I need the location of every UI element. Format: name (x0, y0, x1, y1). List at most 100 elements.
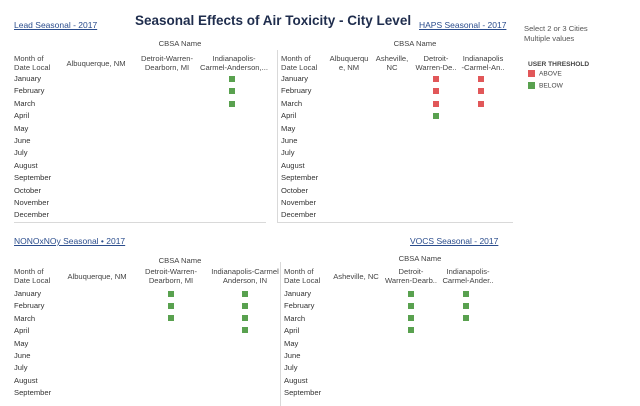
nonox-month-list: January February March April May June Ju… (14, 288, 51, 400)
lead-mark-indy-jan[interactable] (229, 76, 235, 82)
month-label: March (14, 98, 36, 108)
nonox-mark-detroit-feb[interactable] (168, 303, 174, 309)
lead-city-albuquerque: Albuquerque, NM (66, 59, 126, 68)
month-label: July (284, 363, 298, 373)
legend-item-below[interactable]: BELOW (528, 82, 563, 89)
nonox-mark-indy-jan[interactable] (242, 291, 248, 297)
nonox-mark-indy-mar[interactable] (242, 315, 248, 321)
month-label: July (281, 148, 295, 158)
month-label: July (14, 363, 28, 373)
vocs-month-header: Month of Date Local (284, 267, 321, 285)
lead-mark-indy-feb[interactable] (229, 88, 235, 94)
month-label: September (284, 388, 322, 398)
lead-city-detroit: Detroit-Warren- Dearborn, MI (140, 54, 194, 72)
month-label: October (14, 185, 42, 195)
vocs-sheet-title[interactable]: VOCS Seasonal - 2017 (410, 236, 499, 246)
haps-mark-indy-jan[interactable] (478, 76, 484, 82)
vocs-mark-detroit-mar[interactable] (408, 315, 414, 321)
month-label: April (14, 111, 30, 121)
haps-month-list: January February March April May June Ju… (281, 73, 318, 222)
lead-mark-indy-mar[interactable] (229, 101, 235, 107)
nonox-cbsa-header: CBSA Name (158, 256, 202, 265)
haps-month-header: Month of Date Local (281, 54, 318, 72)
nonox-mark-indy-apr[interactable] (242, 327, 248, 333)
month-label: May (281, 123, 296, 133)
month-label: April (14, 326, 30, 336)
nonox-sheet-title[interactable]: NONOxNOy Seasonal • 2017 (14, 236, 126, 246)
month-label: March (14, 313, 36, 323)
below-swatch (528, 82, 535, 89)
month-label: September (14, 388, 52, 398)
haps-city-albuquerque: Albuquerqu e, NM (329, 54, 369, 72)
month-label: March (281, 98, 303, 108)
month-label: July (14, 148, 28, 158)
vocs-mark-detroit-apr[interactable] (408, 327, 414, 333)
nonox-mark-detroit-mar[interactable] (168, 315, 174, 321)
lead-bottom-divider (14, 222, 266, 223)
vocs-mark-indy-mar[interactable] (463, 315, 469, 321)
month-label: February (14, 86, 45, 96)
nonox-month-header: Month of Date Local (14, 267, 51, 285)
month-label: March (284, 313, 306, 323)
month-label: January (14, 289, 42, 298)
haps-bottom-divider (277, 222, 513, 223)
lead-cbsa-header: CBSA Name (158, 39, 202, 48)
month-label: June (14, 136, 31, 146)
vocs-city-asheville: Asheville, NC (333, 272, 379, 281)
nonox-mark-indy-feb[interactable] (242, 303, 248, 309)
haps-city-indianapolis: Indianapolis -Carmel-An.. (461, 54, 505, 72)
month-label: August (14, 160, 38, 170)
vocs-left-divider (280, 262, 281, 406)
vocs-cbsa-header: CBSA Name (398, 254, 442, 263)
haps-mark-detroit-feb[interactable] (433, 88, 439, 94)
haps-mark-indy-feb[interactable] (478, 88, 484, 94)
haps-mark-detroit-apr[interactable] (433, 113, 439, 119)
vocs-month-list: January February March April May June Ju… (284, 288, 321, 400)
haps-mark-indy-mar[interactable] (478, 101, 484, 107)
month-label: December (14, 210, 50, 220)
lead-month-header: Month of Date Local (14, 54, 51, 72)
month-label: April (281, 111, 297, 121)
haps-city-detroit: Detroit- Warren-De.. (415, 54, 457, 72)
vocs-city-detroit: Detroit- Warren-Dearb.. (384, 267, 438, 285)
month-label: June (14, 351, 31, 361)
vocs-city-indianapolis: Indianapolis- Carmel-Ander.. (442, 267, 494, 285)
vocs-mark-detroit-jan[interactable] (408, 291, 414, 297)
month-label: April (284, 326, 300, 336)
legend-item-above[interactable]: ABOVE (528, 70, 562, 77)
month-label: May (14, 123, 29, 133)
month-label: May (284, 338, 299, 348)
month-label: October (281, 185, 309, 195)
month-label: January (281, 74, 309, 83)
dashboard-title: Seasonal Effects of Air Toxicity - City … (135, 13, 412, 28)
city-filter-value[interactable]: Multiple values (524, 34, 575, 43)
month-label: November (14, 198, 50, 208)
haps-sheet-title[interactable]: HAPS Seasonal - 2017 (419, 20, 507, 30)
city-filter-label: Select 2 or 3 Cities (524, 24, 588, 33)
haps-cbsa-header: CBSA Name (393, 39, 437, 48)
nonox-city-indianapolis: Indianapolis-Carmel Anderson, IN (211, 267, 279, 285)
vocs-mark-indy-jan[interactable] (463, 291, 469, 297)
lead-sheet-title[interactable]: Lead Seasonal - 2017 (14, 20, 98, 30)
month-label: January (14, 74, 42, 83)
haps-mark-detroit-mar[interactable] (433, 101, 439, 107)
month-label: September (14, 173, 52, 183)
nonox-city-albuquerque: Albuquerque, NM (67, 272, 127, 281)
lead-month-list: January February March April May June Ju… (14, 73, 51, 222)
month-label: September (281, 173, 319, 183)
haps-mark-detroit-jan[interactable] (433, 76, 439, 82)
month-label: February (14, 301, 45, 311)
month-label: December (281, 210, 317, 220)
month-label: August (281, 160, 305, 170)
lead-city-indianapolis: Indianapolis- Carmel-Anderson,... (200, 54, 268, 72)
nonox-mark-detroit-jan[interactable] (168, 291, 174, 297)
vocs-mark-indy-feb[interactable] (463, 303, 469, 309)
nonox-city-detroit: Detroit-Warren- Dearborn, MI (144, 267, 198, 285)
haps-left-divider (277, 50, 278, 222)
haps-city-asheville: Asheville, NC (375, 54, 409, 72)
month-label: June (281, 136, 298, 146)
month-label: February (281, 86, 312, 96)
month-label: June (284, 351, 301, 361)
month-label: November (281, 198, 317, 208)
vocs-mark-detroit-feb[interactable] (408, 303, 414, 309)
